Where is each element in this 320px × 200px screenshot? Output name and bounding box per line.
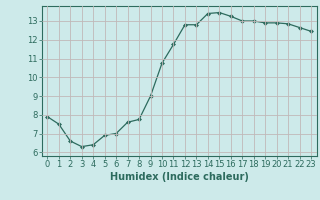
X-axis label: Humidex (Indice chaleur): Humidex (Indice chaleur) bbox=[110, 172, 249, 182]
